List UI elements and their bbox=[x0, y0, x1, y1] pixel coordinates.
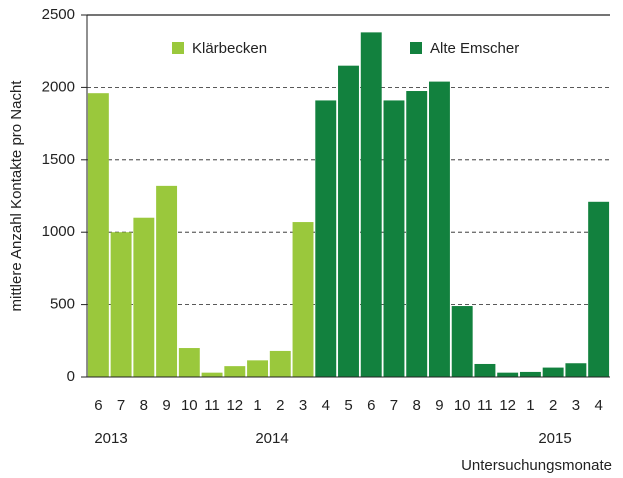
bar bbox=[224, 366, 246, 377]
bar bbox=[588, 201, 610, 377]
bar bbox=[338, 65, 359, 378]
legend-label: Klärbecken bbox=[192, 40, 267, 57]
y-tick-label: 2500 bbox=[42, 6, 75, 23]
x-tick-label: 3 bbox=[572, 397, 580, 414]
bar bbox=[497, 372, 519, 377]
legend-swatch bbox=[172, 42, 184, 54]
x-tick-label: 12 bbox=[226, 397, 243, 414]
legend-label: Alte Emscher bbox=[430, 40, 519, 57]
x-tick-label: 3 bbox=[299, 397, 307, 414]
y-tick-label: 1500 bbox=[42, 151, 75, 168]
x-tick-label: 8 bbox=[413, 397, 421, 414]
x-tick-label: 2 bbox=[549, 397, 557, 414]
bar bbox=[428, 81, 450, 377]
x-tick-label: 9 bbox=[162, 397, 170, 414]
x-tick-label: 12 bbox=[499, 397, 516, 414]
y-axis-label: mittlere Anzahl Kontakte pro Nacht bbox=[8, 80, 25, 312]
bar bbox=[383, 100, 405, 377]
bar bbox=[87, 93, 109, 377]
bar bbox=[542, 367, 564, 377]
x-tick-label: 1 bbox=[253, 397, 261, 414]
x-tick-label: 4 bbox=[322, 397, 330, 414]
bar bbox=[110, 232, 132, 377]
x-axis-label: Untersuchungsmonate bbox=[461, 457, 612, 474]
bar bbox=[156, 185, 178, 377]
legend-swatch bbox=[410, 42, 422, 54]
year-label: 2015 bbox=[538, 430, 571, 447]
year-label: 2014 bbox=[255, 430, 288, 447]
year-label: 2013 bbox=[94, 430, 127, 447]
bar bbox=[360, 32, 382, 377]
x-tick-label: 1 bbox=[526, 397, 534, 414]
bar bbox=[451, 306, 473, 377]
x-tick-label: 11 bbox=[477, 397, 493, 414]
bar bbox=[565, 363, 587, 377]
x-tick-label: 2 bbox=[276, 397, 284, 414]
x-tick-label: 6 bbox=[94, 397, 102, 414]
x-tick-label: 8 bbox=[140, 397, 148, 414]
x-tick-label: 5 bbox=[344, 397, 352, 414]
bar bbox=[474, 363, 496, 377]
x-tick-label: 4 bbox=[594, 397, 602, 414]
bar bbox=[201, 372, 223, 377]
bar bbox=[133, 217, 155, 377]
bar bbox=[247, 360, 269, 377]
y-tick-label: 500 bbox=[50, 296, 75, 313]
bar bbox=[292, 222, 314, 377]
x-tick-label: 10 bbox=[181, 397, 198, 414]
bar bbox=[519, 371, 541, 377]
bar bbox=[315, 100, 337, 377]
bar bbox=[269, 350, 291, 377]
x-tick-label: 10 bbox=[454, 397, 471, 414]
bar bbox=[406, 91, 428, 378]
x-tick-label: 9 bbox=[435, 397, 443, 414]
x-tick-label: 6 bbox=[367, 397, 375, 414]
x-tick-label: 7 bbox=[117, 397, 125, 414]
x-tick-label: 11 bbox=[204, 397, 220, 414]
y-tick-label: 1000 bbox=[42, 223, 75, 240]
y-tick-label: 0 bbox=[67, 368, 75, 385]
x-tick-label: 7 bbox=[390, 397, 398, 414]
y-tick-label: 2000 bbox=[42, 78, 75, 95]
bar bbox=[178, 348, 200, 377]
